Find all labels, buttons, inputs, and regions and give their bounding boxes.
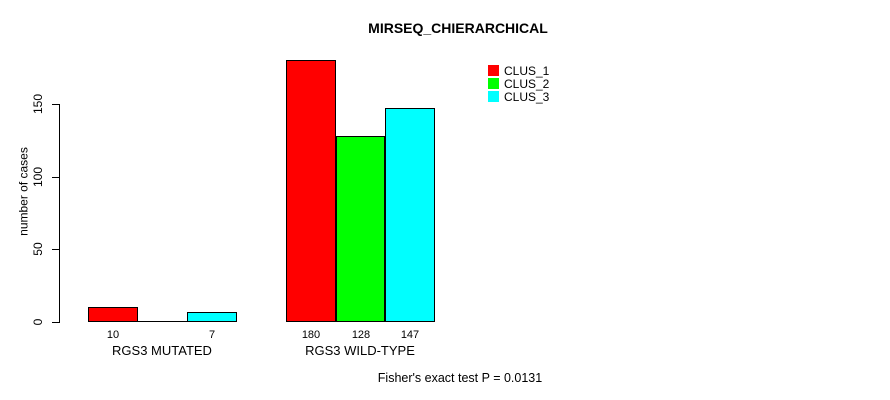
- legend-swatch-clus_2: [488, 78, 499, 89]
- bar-value-label: 180: [301, 329, 321, 341]
- category-label: RGS3 MUTATED: [112, 343, 212, 358]
- category-label: RGS3 WILD-TYPE: [305, 343, 415, 358]
- y-tick: [52, 322, 59, 323]
- bar-value-label: 10: [106, 329, 120, 341]
- y-tick: [52, 249, 59, 250]
- y-tick-label: 100: [31, 166, 45, 188]
- y-axis-label: number of cases: [16, 147, 31, 236]
- bar-clus_1: [88, 307, 138, 322]
- bar-clus_2-zero: [138, 321, 187, 322]
- bar-clus_2: [336, 136, 385, 322]
- y-tick: [52, 177, 59, 178]
- legend-label-clus_3: CLUS_3: [504, 90, 550, 104]
- legend-swatch-clus_3: [488, 91, 499, 102]
- y-axis-line: [59, 104, 60, 323]
- chart-title: MIRSEQ_CHIERARCHICAL: [368, 20, 548, 36]
- y-tick-label: 0: [31, 318, 45, 326]
- legend-swatch-clus_1: [488, 65, 499, 76]
- bar-clus_3: [385, 108, 435, 322]
- annotation-text: Fisher's exact test P = 0.0131: [377, 371, 543, 385]
- y-tick: [52, 104, 59, 105]
- bar-value-label: 147: [400, 329, 420, 341]
- y-tick-label: 150: [31, 93, 45, 115]
- legend-label-clus_2: CLUS_2: [504, 77, 550, 91]
- y-tick-label: 50: [31, 242, 45, 256]
- bar-clus_1: [286, 60, 336, 322]
- bar-clus_3: [187, 312, 237, 322]
- legend-label-clus_1: CLUS_1: [504, 64, 550, 78]
- bar-value-label: 7: [208, 329, 216, 341]
- bar-value-label: 128: [351, 329, 371, 341]
